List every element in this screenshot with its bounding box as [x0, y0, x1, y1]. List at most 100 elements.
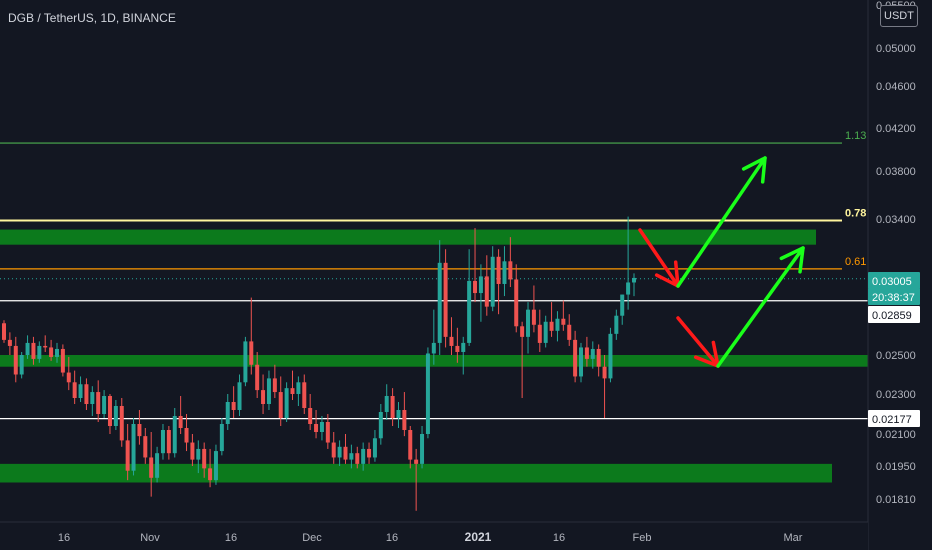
- price-tick-label: 0.03400: [876, 214, 916, 226]
- candle-body: [155, 453, 160, 478]
- green-arrow-lower-head: [779, 246, 805, 274]
- fib-label-0.61: 0.61: [845, 256, 866, 268]
- candle-body: [66, 372, 71, 383]
- candle-body: [602, 366, 607, 379]
- candle-body: [325, 422, 330, 443]
- candle-body: [208, 468, 213, 481]
- currency-button[interactable]: USDT: [880, 5, 918, 27]
- candle-body: [290, 388, 295, 394]
- candle-body: [584, 347, 589, 359]
- candle-body: [284, 388, 289, 418]
- candle-body: [149, 457, 154, 478]
- candle-body: [449, 336, 454, 346]
- candle-body: [590, 348, 595, 359]
- candle-body: [7, 339, 12, 346]
- candle-body: [573, 339, 578, 377]
- candle-body: [278, 392, 283, 418]
- candle-body: [626, 282, 631, 295]
- time-tick-label: 16: [386, 532, 398, 544]
- candle-body: [131, 424, 136, 471]
- candle-body: [378, 412, 383, 439]
- price-tick-label: 0.04600: [876, 81, 916, 93]
- candle-body: [331, 442, 336, 458]
- candle-body: [596, 348, 601, 367]
- candle-body: [31, 342, 36, 359]
- candle-body: [490, 256, 495, 307]
- candle-body: [355, 453, 360, 464]
- price-badge-bg: [868, 410, 920, 427]
- candle-body: [261, 390, 266, 404]
- candle-body: [414, 459, 419, 464]
- price-badge-label: 20:38:37: [872, 292, 915, 304]
- candle-body: [219, 424, 224, 452]
- candle-body: [296, 382, 301, 394]
- candle-body: [349, 453, 354, 460]
- fib-label-1.13: 1.13: [845, 130, 866, 142]
- candle-body: [579, 347, 584, 377]
- price-axis-badges: 0.03005 20:38:37 0.02859 0.02177: [868, 272, 920, 427]
- candle-body: [537, 324, 542, 343]
- candle-body: [25, 342, 30, 355]
- candle-body: [314, 424, 319, 432]
- time-axis-background: [0, 522, 868, 550]
- candle-body: [561, 318, 566, 325]
- time-tick-label: 16: [58, 532, 70, 544]
- price-tick-label: 0.02100: [876, 429, 916, 441]
- green-arrow-upper-head: [741, 156, 767, 184]
- candle-body: [13, 345, 18, 375]
- red-arrow-lower: [676, 316, 720, 368]
- candle-body: [425, 353, 430, 434]
- candle-body: [19, 355, 24, 375]
- candle-body: [137, 424, 142, 437]
- candle-body: [402, 410, 407, 430]
- candle-body: [384, 396, 389, 412]
- price-badge-label: 0.02859: [872, 310, 912, 322]
- candle-body: [72, 382, 77, 398]
- candle-body: [431, 342, 436, 354]
- candle-body: [96, 392, 101, 414]
- red-arrow-upper-head: [654, 260, 680, 288]
- price-tick-label: 0.01810: [876, 494, 916, 506]
- candle-body: [225, 402, 230, 424]
- fib-label-0.78: 0.78: [845, 208, 866, 220]
- candle-body: [520, 326, 525, 337]
- time-tick-label: Nov: [140, 532, 160, 544]
- price-tick-label: 0.01950: [876, 461, 916, 473]
- candle-body: [372, 438, 377, 458]
- annotation-arrows: [638, 156, 805, 368]
- candle-body: [266, 378, 271, 404]
- horizontal-levels: [0, 142, 868, 420]
- candle-body: [531, 309, 536, 325]
- candle-body: [255, 364, 260, 391]
- price-badge-label: 0.03005: [872, 276, 912, 288]
- candle-body: [443, 262, 448, 337]
- candle-body: [526, 309, 531, 337]
- red-arrow-upper: [638, 228, 680, 288]
- candle-body: [49, 347, 54, 357]
- time-tick-label: 16: [225, 532, 237, 544]
- candle-body: [614, 315, 619, 334]
- candle-body: [319, 422, 324, 432]
- candle-body: [632, 277, 636, 283]
- candle-body: [508, 261, 513, 280]
- time-tick-label: Dec: [302, 532, 322, 544]
- time-axis-ticks: 16 Nov 16 Dec 16 2021 16 Feb Mar: [58, 530, 803, 544]
- candle-body: [237, 382, 242, 410]
- candle-body: [555, 318, 560, 331]
- price-tick-label: 0.02500: [876, 350, 916, 362]
- candle-body: [160, 430, 165, 454]
- candle-body: [249, 341, 254, 365]
- candle-body: [166, 430, 171, 454]
- candle-body: [243, 341, 248, 383]
- price-tick-label: 0.04200: [876, 123, 916, 135]
- price-badge-label: 0.02177: [872, 414, 912, 426]
- candle-body: [620, 294, 625, 316]
- candle-body: [202, 448, 207, 469]
- candle-body: [549, 321, 554, 331]
- time-tick-label: 2021: [465, 530, 492, 544]
- candle-body: [437, 262, 442, 343]
- candle-body: [467, 280, 472, 343]
- candlestick-series: [2, 216, 636, 511]
- candle-body: [272, 378, 277, 393]
